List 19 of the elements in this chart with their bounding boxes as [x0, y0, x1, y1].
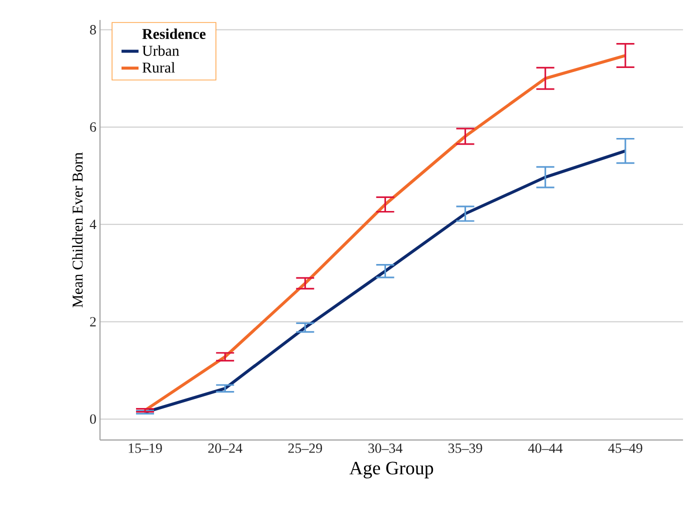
y-axis-title: Mean Children Ever Born — [72, 152, 83, 308]
x-tick-label: 45–49 — [608, 444, 642, 453]
x-tick-label: 20–24 — [208, 444, 242, 453]
x-axis-title: Age Group — [349, 462, 434, 478]
y-tick-label: 2 — [90, 317, 96, 326]
y-tick-label: 4 — [90, 220, 96, 229]
legend-label: Urban — [142, 45, 180, 56]
x-tick-label: 35–39 — [448, 444, 482, 453]
y-tick-label: 8 — [90, 25, 96, 34]
line-series — [144, 149, 627, 414]
y-tick-label: 0 — [90, 414, 96, 424]
x-tick-label: 40–44 — [528, 444, 563, 453]
legend-label: Rural — [142, 62, 175, 73]
x-tick-label: 15–19 — [128, 444, 162, 453]
legend-title: Residence — [142, 28, 206, 39]
y-tick-label: 6 — [90, 122, 96, 132]
line-series — [144, 54, 627, 412]
x-tick-label: 25–29 — [288, 444, 322, 453]
x-tick-label: 30–34 — [368, 444, 402, 453]
